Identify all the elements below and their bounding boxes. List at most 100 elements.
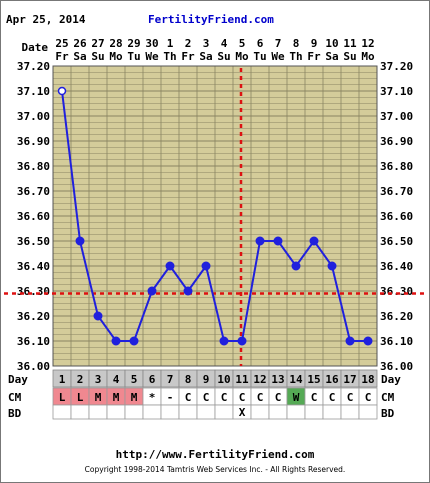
cycle-day-label: 8 (185, 373, 192, 386)
date-label: 27 (91, 37, 104, 50)
y-tick-left: 36.80 (17, 160, 50, 173)
bd-cell (142, 404, 162, 420)
cycle-day-label: 14 (289, 373, 303, 386)
temperature-series (57, 86, 373, 346)
cm-value: C (185, 391, 192, 404)
grid-lines (52, 65, 378, 367)
y-tick-right: 37.10 (380, 85, 413, 98)
weekday-label: Mo (109, 50, 123, 63)
temperature-point (111, 336, 121, 346)
y-tick-left: 37.10 (17, 85, 50, 98)
day-row-label-left: Day (8, 373, 28, 386)
bd-cell (286, 404, 306, 420)
y-tick-left: 36.20 (17, 310, 50, 323)
y-tick-right: 36.40 (380, 260, 413, 273)
weekday-label: Th (289, 50, 302, 63)
date-row-label: Date (22, 41, 49, 54)
bd-cell (250, 404, 270, 420)
temperature-point (363, 336, 373, 346)
weekday-label: Mo (361, 50, 375, 63)
y-tick-labels: 37.20 37.20 37.10 37.10 37.00 37.00 36.90 36.90… (17, 60, 413, 373)
cycle-day-label: 10 (217, 373, 230, 386)
date-header-bg (4, 34, 426, 66)
cm-row-label-right: CM (381, 391, 395, 404)
temperature-point (255, 236, 265, 246)
date-label: 9 (311, 37, 318, 50)
bd-cell (88, 404, 108, 420)
cm-value: C (275, 391, 282, 404)
cm-value: M (131, 391, 138, 404)
cm-value: L (59, 391, 66, 404)
temperature-line (61, 90, 368, 342)
weekday-label: Su (217, 50, 230, 63)
y-tick-right: 37.00 (380, 110, 413, 123)
y-tick-right: 36.80 (380, 160, 413, 173)
weekday-label: Sa (325, 50, 338, 63)
y-tick-left: 36.70 (17, 185, 50, 198)
cycle-day-label: 12 (253, 373, 266, 386)
date-label: 1 (167, 37, 174, 50)
y-tick-right: 36.20 (380, 310, 413, 323)
date-label: 11 (343, 37, 357, 50)
temperature-point (327, 261, 337, 271)
date-label: 12 (361, 37, 374, 50)
y-tick-left: 37.00 (17, 110, 50, 123)
cm-value: M (95, 391, 102, 404)
temperature-point (147, 286, 157, 296)
date-label: 7 (275, 37, 282, 50)
bd-cell (106, 404, 126, 420)
temperature-point (129, 336, 139, 346)
y-tick-right: 36.90 (380, 135, 413, 148)
weekday-label: Fr (55, 50, 69, 63)
date-label: 4 (221, 37, 228, 50)
day-row-label-right: Day (381, 373, 401, 386)
bd-cell (358, 404, 378, 420)
weekday-label: Tu (253, 50, 266, 63)
footer-url: http://www.FertilityFriend.com (116, 448, 315, 461)
y-tick-left: 36.50 (17, 235, 50, 248)
y-tick-right: 36.30 (380, 285, 413, 298)
date-label: 3 (203, 37, 210, 50)
bd-cell (196, 404, 216, 420)
date-label: 6 (257, 37, 264, 50)
cm-value: C (239, 391, 246, 404)
weekday-label: Sa (73, 50, 86, 63)
y-tick-right: 36.00 (380, 360, 413, 373)
cycle-day-label: 3 (95, 373, 102, 386)
temperature-point (201, 261, 211, 271)
cycle-day-label: 9 (203, 373, 210, 386)
date-label: 26 (73, 37, 87, 50)
cycle-day-label: 17 (343, 373, 356, 386)
chart-date: Apr 25, 2014 (6, 13, 86, 26)
bd-cell (322, 404, 342, 420)
y-tick-left: 36.30 (17, 285, 50, 298)
cycle-day-label: 2 (77, 373, 84, 386)
temperature-point (75, 236, 85, 246)
y-tick-left: 36.40 (17, 260, 50, 273)
cycle-day-cell (358, 369, 378, 388)
cycle-day-label: 6 (149, 373, 156, 386)
bd-cell (124, 404, 144, 420)
date-label: 30 (145, 37, 158, 50)
cm-value: W (293, 391, 300, 404)
plot-border (52, 65, 378, 367)
bd-cell (268, 404, 288, 420)
temperature-point (57, 86, 67, 96)
weekday-label: Th (163, 50, 176, 63)
bd-row-label-right: BD (381, 407, 395, 420)
temperature-point (291, 261, 301, 271)
bd-cell (52, 404, 72, 420)
cm-value: C (365, 391, 372, 404)
bd-cell (70, 404, 90, 420)
y-tick-left: 36.60 (17, 210, 50, 223)
cm-value: - (167, 391, 174, 404)
date-label: 10 (325, 37, 338, 50)
weekday-label: Fr (307, 50, 321, 63)
cm-value: M (113, 391, 120, 404)
cm-value: C (311, 391, 318, 404)
bd-cell (178, 404, 198, 420)
cycle-day-label: 16 (325, 373, 339, 386)
date-label: 29 (127, 37, 140, 50)
